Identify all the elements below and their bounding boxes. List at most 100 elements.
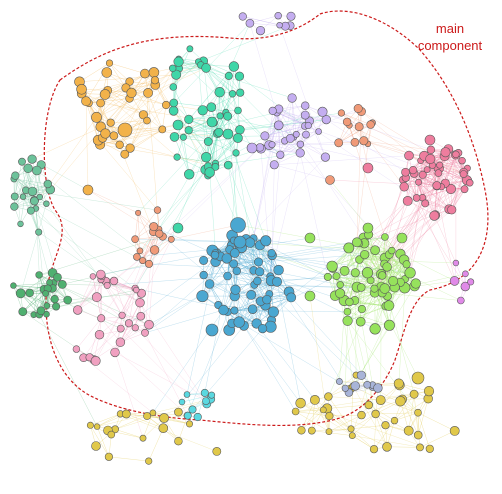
graph-node [94, 330, 105, 340]
graph-edge [375, 413, 388, 447]
graph-edge [360, 295, 388, 322]
graph-edge [430, 158, 455, 281]
graph-edge [98, 68, 173, 141]
graph-node [184, 126, 193, 135]
graph-node [339, 265, 350, 276]
graph-node [452, 259, 460, 267]
graph-node [82, 184, 94, 196]
graph-edge [110, 98, 130, 123]
graph-edge [327, 272, 356, 278]
graph-node [202, 397, 210, 405]
graph-edge [384, 257, 416, 284]
graph-edge [328, 414, 362, 432]
graph-node [81, 96, 91, 107]
graph-edge [279, 25, 326, 158]
graph-edge [136, 246, 240, 258]
graph-node [323, 272, 332, 281]
graph-edge [254, 284, 263, 329]
graph-edge [174, 136, 190, 175]
graph-edge [349, 301, 376, 415]
graph-edge [77, 274, 102, 311]
graph-node [140, 68, 150, 79]
graph-edge [329, 414, 362, 417]
graph-node [348, 432, 356, 439]
graph-node [184, 114, 194, 124]
graph-edge [422, 172, 439, 198]
graph-node [364, 400, 373, 410]
graph-node [449, 276, 460, 286]
graph-node [381, 233, 389, 241]
graph-edge [299, 152, 328, 277]
graph-edge [278, 108, 295, 138]
graph-node [276, 22, 283, 29]
graph-node [200, 388, 209, 397]
graph-node [162, 100, 171, 110]
graph-node [403, 425, 414, 436]
graph-edge [417, 412, 455, 432]
graph-node [416, 443, 424, 452]
graph-node [258, 324, 268, 334]
graph-node [337, 109, 346, 117]
graph-edge [358, 126, 405, 187]
graph-edge [14, 168, 29, 207]
graph-node [287, 93, 297, 103]
graph-edge [236, 270, 272, 281]
graph-edge [430, 158, 468, 169]
graph-edge [110, 120, 148, 123]
graph-edge [360, 287, 362, 322]
graph-node [149, 245, 160, 255]
graph-node [109, 276, 119, 286]
graph-node [460, 185, 469, 194]
graph-node [317, 106, 328, 117]
graph-edge [373, 420, 395, 450]
graph-edge [209, 283, 255, 285]
graph-edge [119, 120, 148, 146]
graph-edge [339, 293, 354, 387]
graph-edge [352, 384, 368, 436]
graph-node [11, 171, 20, 180]
graph-node [229, 259, 239, 269]
graph-edge [105, 94, 144, 116]
graph-edge [120, 328, 188, 395]
graph-node [274, 11, 282, 20]
graph-node [383, 300, 395, 311]
graph-edge [62, 284, 108, 286]
graph-node [458, 157, 466, 165]
graph-edge [136, 289, 146, 333]
graph-node [238, 12, 247, 21]
graph-edge [218, 110, 239, 133]
graph-edge [345, 320, 348, 389]
graph-node [233, 316, 245, 328]
graph-edge [110, 122, 154, 232]
graph-edge [300, 402, 375, 450]
graph-edge [142, 412, 154, 439]
graph-edge [137, 116, 228, 214]
graph-edge [264, 125, 305, 137]
graph-node [52, 302, 61, 311]
graph-edge [240, 92, 301, 154]
graph-edge [296, 105, 306, 135]
graph-edge [295, 390, 430, 412]
graph-edge [280, 134, 307, 155]
graph-node [429, 210, 440, 221]
graph-edge [234, 252, 255, 285]
graph-node [228, 61, 240, 72]
graph-node [412, 194, 421, 202]
graph-edge [139, 302, 208, 405]
graph-edge [144, 309, 224, 334]
graph-edge [177, 156, 216, 164]
graph-node [302, 130, 310, 139]
graph-edge [364, 200, 408, 255]
graph-node [359, 136, 369, 146]
graph-edge [178, 415, 188, 442]
graph-edge [249, 242, 279, 271]
graph-edge [278, 120, 310, 126]
graph-edge [354, 273, 382, 301]
graph-edge [104, 94, 178, 158]
graph-edge [36, 170, 47, 204]
graph-node [456, 296, 465, 305]
graph-edge [276, 112, 310, 122]
graph-node [96, 269, 106, 280]
graph-edge [39, 236, 163, 276]
graph-node [10, 192, 19, 201]
